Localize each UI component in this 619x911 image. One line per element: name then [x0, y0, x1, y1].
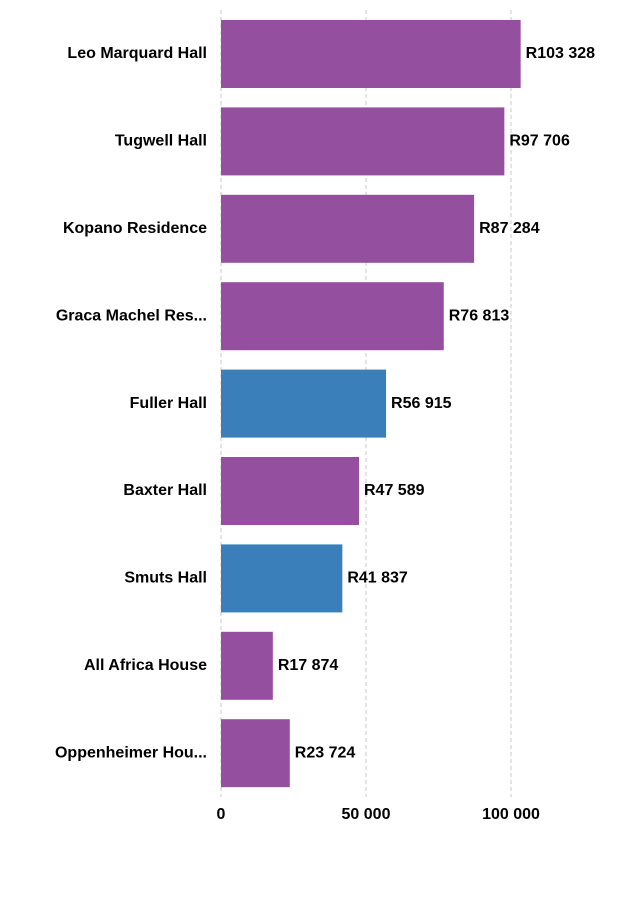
bar [221, 282, 444, 351]
category-label: Leo Marquard Hall [67, 45, 207, 62]
x-tick-label: 50 000 [342, 806, 391, 823]
x-tick-label: 100 000 [482, 806, 540, 823]
value-label: R103 328 [526, 45, 595, 62]
value-label: R56 915 [391, 395, 452, 412]
bar [221, 107, 505, 176]
bar [221, 457, 360, 525]
category-label: Graca Machel Res... [56, 307, 207, 324]
category-label: Baxter Hall [123, 482, 207, 499]
bar [221, 631, 273, 700]
value-label: R17 874 [278, 657, 339, 674]
value-label: R47 589 [364, 482, 425, 499]
category-label: Oppenheimer Hou... [55, 744, 207, 761]
value-label: R97 706 [509, 133, 570, 150]
bar [221, 719, 290, 788]
bar [221, 20, 521, 88]
bar [221, 544, 343, 613]
category-label: Fuller Hall [130, 395, 207, 412]
value-label: R23 724 [295, 744, 356, 761]
category-label: Smuts Hall [124, 570, 207, 587]
x-tick-label: 0 [217, 806, 226, 823]
category-label: Kopano Residence [63, 220, 207, 237]
value-label: R87 284 [479, 220, 540, 237]
bar [221, 369, 387, 438]
value-label: R76 813 [449, 307, 510, 324]
value-label: R41 837 [347, 570, 408, 587]
category-label: All Africa House [84, 657, 207, 674]
bar [221, 194, 475, 263]
category-label: Tugwell Hall [115, 133, 207, 150]
